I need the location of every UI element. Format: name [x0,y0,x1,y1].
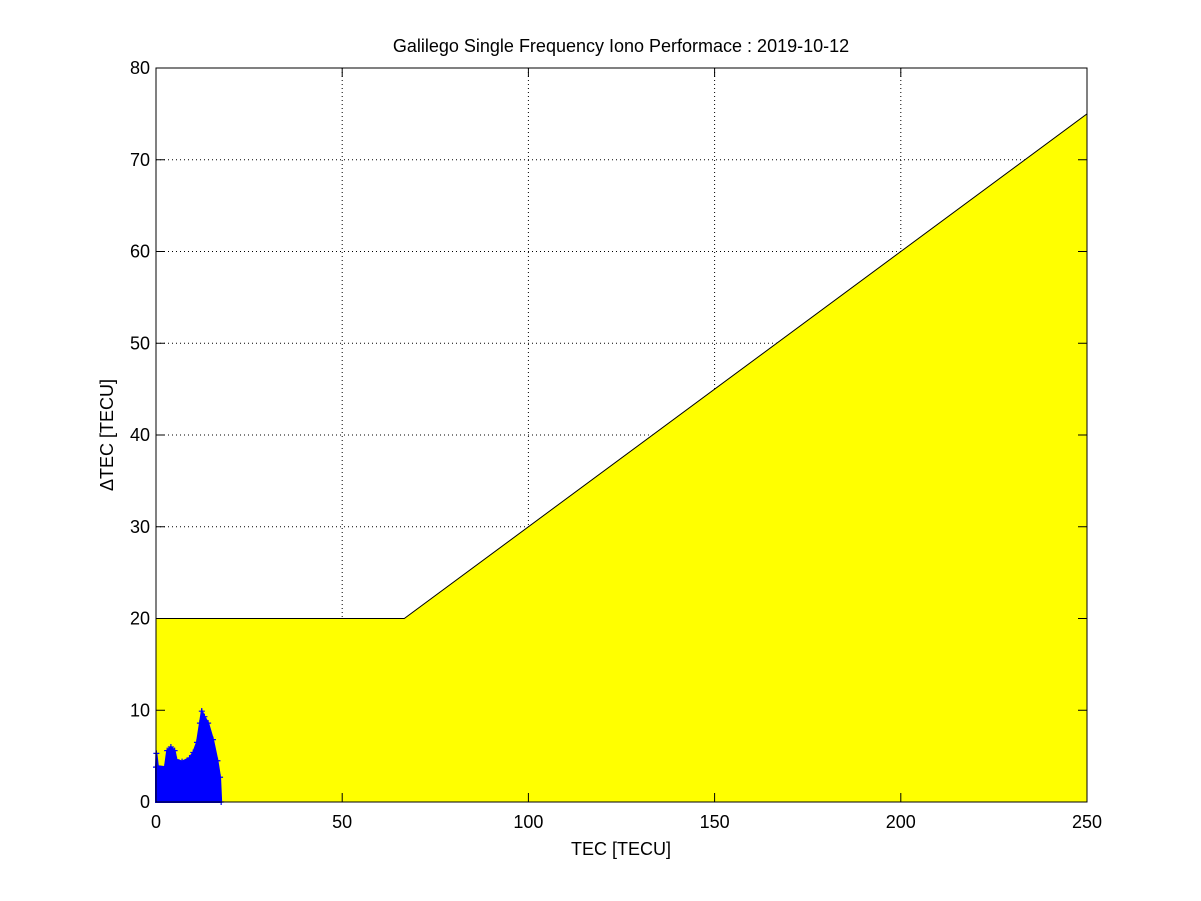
y-tick-label: 70 [130,150,150,170]
x-tick-label: 250 [1072,812,1102,832]
y-tick-label: 20 [130,609,150,629]
x-tick-label: 0 [151,812,161,832]
scatter-point [179,758,186,765]
y-tick-label: 40 [130,425,150,445]
y-tick-label: 10 [130,700,150,720]
x-axis-label: TEC [TECU] [571,839,671,859]
x-tick-label: 200 [886,812,916,832]
x-tick-label: 100 [513,812,543,832]
scatter-point [161,764,168,771]
scatter-point [196,720,203,727]
threshold-region [155,112,1088,803]
scatter-point [186,754,193,761]
y-axis-label: ΔTEC [TECU] [97,379,117,491]
scatter-series [153,707,225,805]
scatter-point [164,747,171,754]
y-tick-label: 0 [140,792,150,812]
scatter-point [193,739,200,746]
scatter-point [167,743,174,750]
scatter-cluster [155,707,223,803]
scatter-point [171,747,178,754]
scatter-point [217,774,224,781]
scatter-point [214,757,221,764]
chart-title: Galilego Single Frequency Iono Performac… [393,36,849,56]
x-tick-label: 150 [700,812,730,832]
scatter-point [205,720,212,727]
y-tick-label: 50 [130,333,150,353]
y-tick-label: 80 [130,58,150,78]
scatter-point [173,756,180,763]
scatter-point [201,713,208,720]
y-tick-label: 30 [130,517,150,537]
scatter-point [209,736,216,743]
y-tick-label: 60 [130,242,150,262]
scatter-point [190,749,197,756]
scatter-point [198,708,205,715]
x-tick-label: 50 [332,812,352,832]
axis-ticks: 0 50 100 150 200 250 0 10 20 30 40 50 60 70 80 [130,58,1102,832]
